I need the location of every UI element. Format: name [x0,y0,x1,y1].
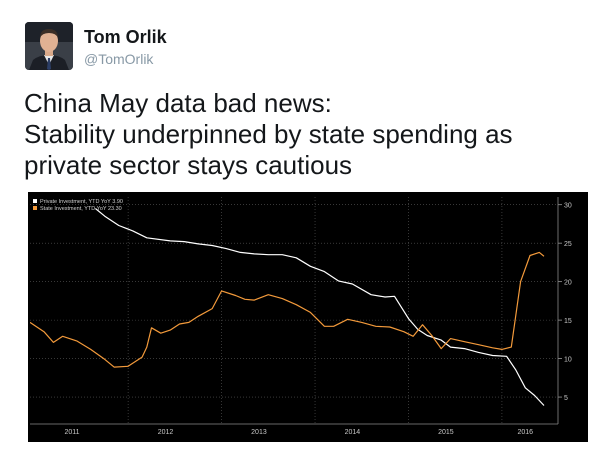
y-tick-label: 25 [564,241,572,248]
x-tick-label: 2016 [518,429,534,436]
investment-chart: 5 10 15 20 25 30 2011 2012 2013 2014 2015 2016 Priva… [28,192,588,442]
author-handle[interactable]: @TomOrlik [84,51,154,67]
author-name[interactable]: Tom Orlik [84,27,167,47]
state-investment-line [30,251,545,368]
profile-photo [25,22,73,70]
legend-swatch [33,206,37,210]
x-tick-label: 2015 [438,429,454,436]
x-tick-label: 2014 [345,429,361,436]
legend-label: Private Investment, YTD YoY 3.90 [40,199,123,205]
y-tick-label: 10 [564,357,572,364]
legend-swatch [33,199,37,203]
tweet-line: Stability underpinned by state spending … [24,119,513,149]
y-tick-label: 30 [564,203,572,210]
chart-image[interactable]: 5 10 15 20 25 30 2011 2012 2013 2014 2015 2016 Priva… [28,192,588,442]
tweet-line: China May data bad news: [24,88,332,118]
legend-label: State Investment, YTD YoY 23.30 [40,206,122,212]
y-tick-label: 20 [564,280,572,287]
x-tick-label: 2011 [65,429,80,436]
tweet-line: private sector stays cautious [24,150,353,180]
avatar[interactable] [25,22,73,70]
x-tick-label: 2013 [251,429,267,436]
x-tick-label: 2012 [158,429,174,436]
chart-background [28,192,588,442]
y-tick-label: 15 [564,318,572,325]
tweet-text: China May data bad news: Stability under… [24,88,594,181]
y-tick-label: 5 [564,395,568,402]
private-investment-line [95,208,545,406]
